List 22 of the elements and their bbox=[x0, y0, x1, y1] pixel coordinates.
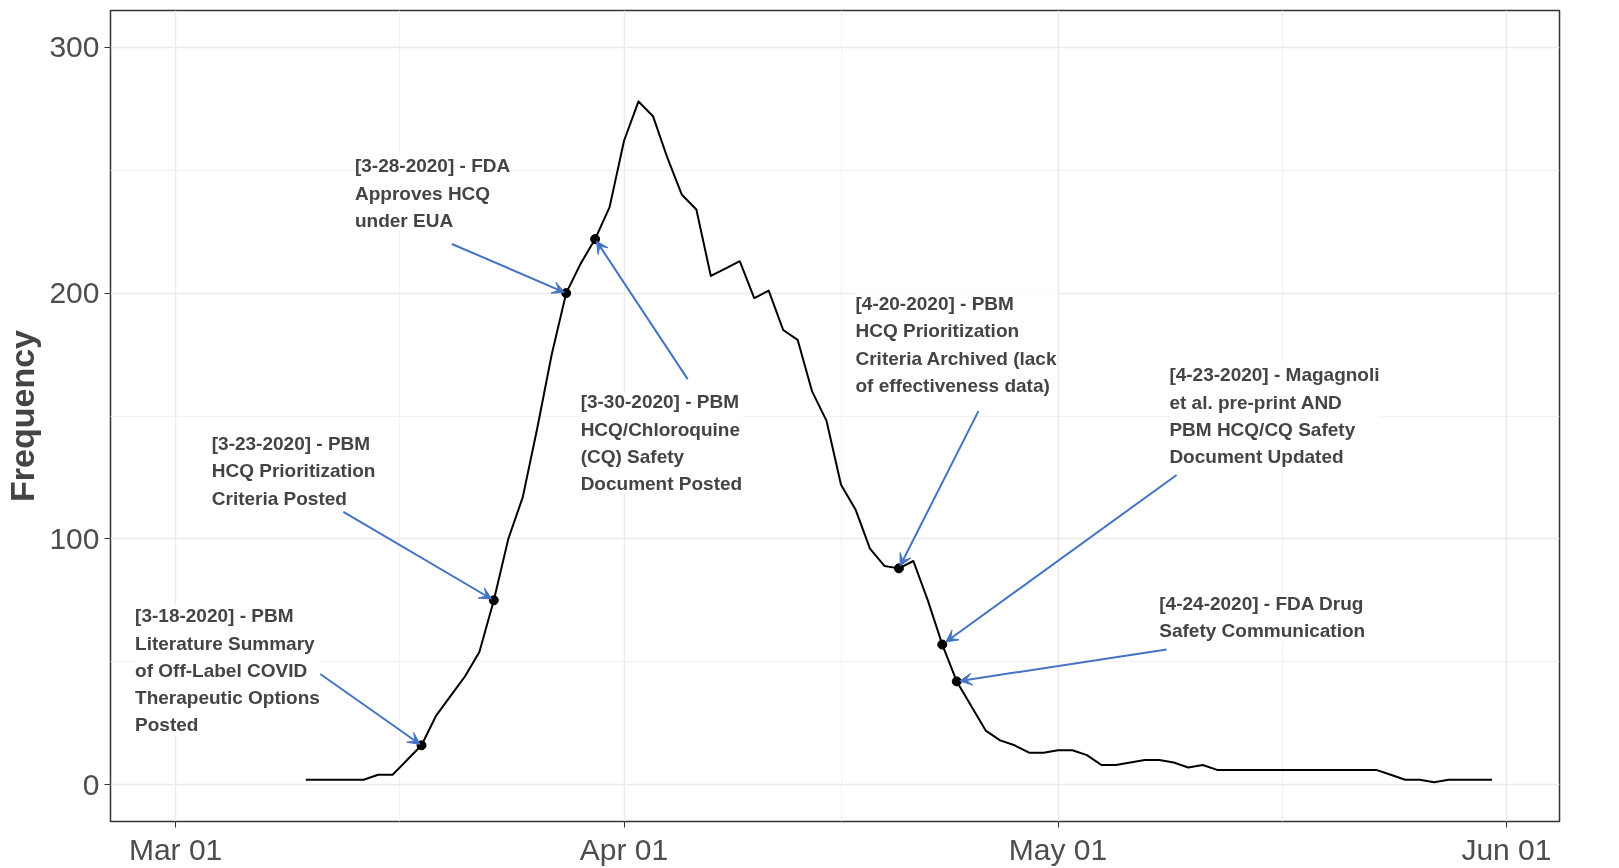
annotation: [3-28-2020] - FDA Approves HCQ under EUA bbox=[354, 155, 511, 232]
annotation: [4-20-2020] - PBM HCQ Prioritization Criteria Archived (lack of effectiveness data) bbox=[855, 293, 1057, 397]
x-tick-label: Mar 01 bbox=[128, 832, 223, 866]
annotation: [4-24-2020] - FDA Drug Safety Communication bbox=[1159, 592, 1366, 642]
point bbox=[488, 595, 499, 606]
y-tick-label: 0 bbox=[82, 767, 100, 801]
point bbox=[561, 288, 572, 299]
point bbox=[893, 563, 904, 574]
x-tick-label: May 01 bbox=[1008, 832, 1108, 866]
y-axis-title: Frequency bbox=[3, 329, 42, 502]
y-tick-label: 300 bbox=[49, 30, 100, 64]
x-tick-label: Jun 01 bbox=[1461, 832, 1552, 866]
y-tick-label: 200 bbox=[49, 276, 100, 310]
annotation: [4-23-2020] - Magagnoli et al. pre-print AND PBM HCQ/CQ Safety Document Updated bbox=[1169, 364, 1380, 468]
annotation: [3-18-2020] - PBM Literature Summary of Off-Label COVID Therapeutic Options Posted bbox=[135, 605, 320, 736]
annotation: [3-23-2020] - PBM HCQ Prioritization Criteria Posted bbox=[211, 433, 376, 509]
annotation: [3-30-2020] - PBM HCQ/Chloroquine (CQ) Safety Document Posted bbox=[580, 391, 743, 495]
point bbox=[951, 676, 962, 687]
point bbox=[937, 639, 948, 650]
point bbox=[590, 234, 601, 245]
y-tick-label: 100 bbox=[49, 521, 100, 555]
x-tick-label: Apr 01 bbox=[579, 832, 669, 866]
